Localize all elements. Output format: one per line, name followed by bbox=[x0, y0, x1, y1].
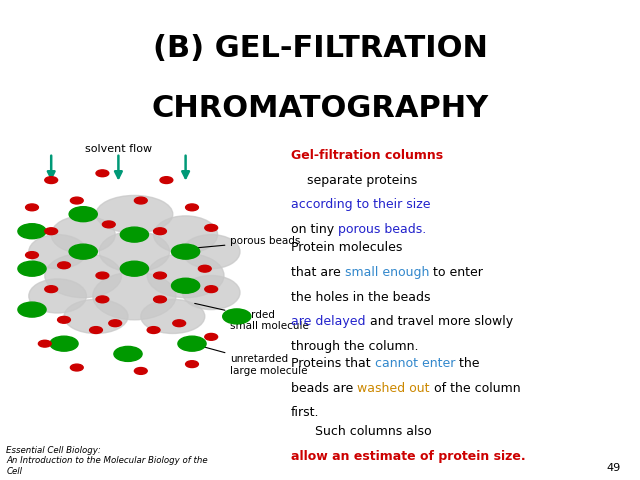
Text: cannot enter: cannot enter bbox=[375, 357, 455, 370]
Circle shape bbox=[205, 334, 218, 340]
Ellipse shape bbox=[182, 235, 240, 269]
Ellipse shape bbox=[99, 231, 170, 272]
Circle shape bbox=[172, 278, 200, 293]
Text: that are: that are bbox=[291, 266, 345, 279]
Text: on tiny: on tiny bbox=[291, 223, 339, 236]
Ellipse shape bbox=[29, 235, 86, 269]
Ellipse shape bbox=[96, 195, 173, 233]
Circle shape bbox=[134, 197, 147, 204]
Circle shape bbox=[58, 316, 70, 323]
Ellipse shape bbox=[147, 253, 224, 298]
Text: retarded
small molecule: retarded small molecule bbox=[195, 303, 309, 331]
Circle shape bbox=[160, 177, 173, 183]
Ellipse shape bbox=[141, 300, 205, 334]
Text: the holes in the beads: the holes in the beads bbox=[291, 290, 431, 303]
Text: separate proteins: separate proteins bbox=[291, 174, 417, 187]
Circle shape bbox=[26, 204, 38, 211]
Text: to enter: to enter bbox=[429, 266, 483, 279]
Text: 49: 49 bbox=[607, 463, 621, 473]
Circle shape bbox=[173, 320, 186, 327]
Text: are delayed: are delayed bbox=[291, 315, 365, 328]
Circle shape bbox=[120, 227, 148, 242]
Circle shape bbox=[154, 228, 166, 235]
Circle shape bbox=[18, 261, 46, 276]
Circle shape bbox=[102, 221, 115, 228]
Ellipse shape bbox=[154, 216, 218, 253]
Circle shape bbox=[205, 225, 218, 231]
Text: porous beads.: porous beads. bbox=[339, 223, 427, 236]
Circle shape bbox=[154, 296, 166, 303]
Circle shape bbox=[69, 244, 97, 259]
Ellipse shape bbox=[182, 276, 240, 310]
Text: through the column.: through the column. bbox=[291, 339, 419, 353]
Text: washed out: washed out bbox=[358, 382, 430, 395]
Circle shape bbox=[45, 177, 58, 183]
Circle shape bbox=[178, 336, 206, 351]
Circle shape bbox=[18, 302, 46, 317]
Circle shape bbox=[198, 265, 211, 272]
Circle shape bbox=[58, 262, 70, 269]
Circle shape bbox=[154, 272, 166, 279]
Text: Protein molecules: Protein molecules bbox=[291, 241, 403, 254]
Text: first.: first. bbox=[291, 407, 320, 420]
Text: Gel-filtration columns: Gel-filtration columns bbox=[291, 149, 444, 162]
Text: unretarded
large molecule: unretarded large molecule bbox=[195, 345, 308, 375]
Text: and travel more slowly: and travel more slowly bbox=[365, 315, 513, 328]
Text: Proteins that: Proteins that bbox=[291, 357, 375, 370]
Circle shape bbox=[96, 170, 109, 177]
Text: according to their size: according to their size bbox=[291, 199, 431, 212]
Circle shape bbox=[38, 340, 51, 347]
Text: porous beads: porous beads bbox=[195, 237, 301, 248]
Circle shape bbox=[172, 244, 200, 259]
Circle shape bbox=[50, 336, 78, 351]
Circle shape bbox=[69, 207, 97, 222]
Text: CHROMATOGRAPHY: CHROMATOGRAPHY bbox=[152, 94, 488, 123]
Circle shape bbox=[186, 361, 198, 368]
Circle shape bbox=[18, 224, 46, 239]
Circle shape bbox=[114, 347, 142, 361]
Circle shape bbox=[96, 272, 109, 279]
Text: Essential Cell Biology:
An Introduction to the Molecular Biology of the
Cell: Essential Cell Biology: An Introduction … bbox=[6, 446, 208, 476]
Circle shape bbox=[109, 320, 122, 327]
Circle shape bbox=[45, 228, 58, 235]
Circle shape bbox=[90, 327, 102, 334]
Ellipse shape bbox=[64, 300, 128, 334]
Circle shape bbox=[134, 368, 147, 374]
Circle shape bbox=[147, 327, 160, 334]
Circle shape bbox=[26, 252, 38, 258]
Circle shape bbox=[186, 204, 198, 211]
Circle shape bbox=[205, 286, 218, 292]
Text: allow an estimate of protein size.: allow an estimate of protein size. bbox=[291, 450, 526, 463]
Text: (B) GEL-FILTRATION: (B) GEL-FILTRATION bbox=[152, 34, 488, 63]
Text: solvent flow: solvent flow bbox=[85, 144, 152, 154]
Circle shape bbox=[120, 261, 148, 276]
Circle shape bbox=[70, 197, 83, 204]
Text: of the column: of the column bbox=[430, 382, 520, 395]
Text: Such columns also: Such columns also bbox=[291, 425, 432, 438]
Ellipse shape bbox=[51, 216, 115, 253]
Circle shape bbox=[223, 309, 251, 324]
Ellipse shape bbox=[45, 253, 122, 298]
Text: beads are: beads are bbox=[291, 382, 358, 395]
Circle shape bbox=[70, 364, 83, 371]
Ellipse shape bbox=[29, 279, 86, 313]
Text: the: the bbox=[455, 357, 480, 370]
Circle shape bbox=[96, 296, 109, 303]
Circle shape bbox=[45, 286, 58, 292]
Ellipse shape bbox=[93, 272, 176, 320]
Text: small enough: small enough bbox=[345, 266, 429, 279]
